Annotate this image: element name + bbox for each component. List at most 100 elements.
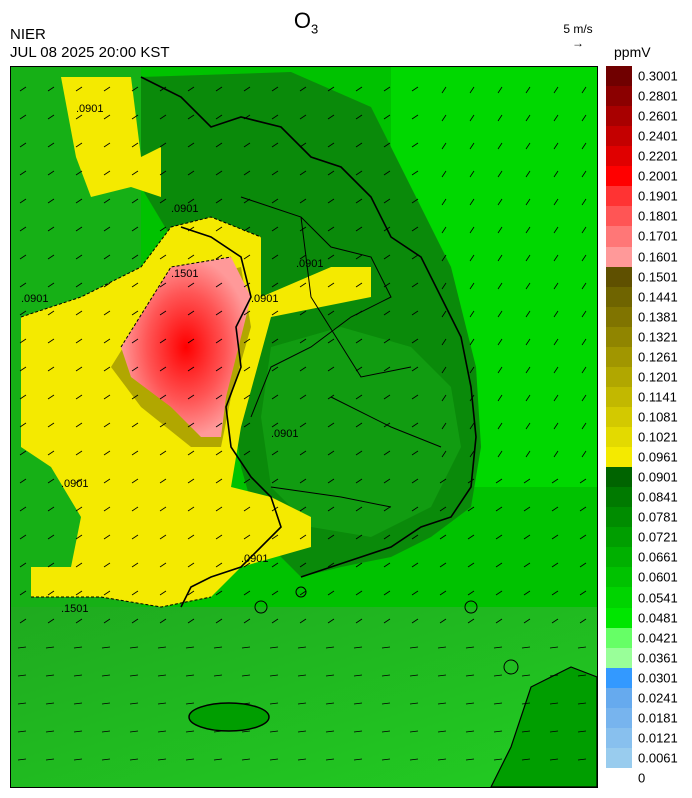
wind-arrow-icon: [159, 590, 167, 596]
wind-arrow-icon: [271, 394, 279, 400]
wind-arrow-icon: [215, 170, 223, 176]
wind-arrow-icon: [131, 86, 139, 92]
wind-arrow-icon: [103, 562, 111, 568]
colorbar-swatch: [606, 66, 632, 87]
colorbar-swatch: [606, 86, 632, 107]
wind-arrow-icon: [157, 702, 167, 705]
wind-arrow-icon: [439, 618, 447, 624]
colorbar-tick-label: 0.0541: [638, 590, 678, 605]
colorbar-swatch: [606, 386, 632, 408]
wind-arrow-icon: [549, 646, 559, 649]
wind-arrow-icon: [75, 254, 83, 260]
wind-arrow-icon: [383, 534, 391, 540]
wind-arrow-icon: [411, 394, 419, 400]
wind-arrow-icon: [553, 394, 559, 402]
wind-arrow-icon: [243, 254, 251, 260]
wind-arrow-icon: [297, 730, 307, 733]
wind-arrow-icon: [355, 534, 363, 540]
wind-arrow-icon: [409, 758, 419, 761]
wind-arrow-icon: [73, 758, 83, 761]
wind-arrow-icon: [187, 86, 195, 92]
wind-arrow-icon: [383, 394, 391, 400]
wind-arrow-icon: [213, 702, 223, 705]
wind-arrow-icon: [495, 506, 503, 512]
wind-arrow-icon: [19, 170, 27, 176]
wind-arrow-icon: [381, 758, 391, 761]
wind-arrow-icon: [465, 730, 475, 733]
wind-arrow-icon: [269, 758, 279, 761]
wind-arrow-icon: [47, 142, 55, 148]
wind-arrow-icon: [523, 618, 531, 624]
wind-arrow-icon: [159, 282, 167, 288]
wind-arrow-icon: [383, 562, 391, 568]
wind-arrow-icon: [75, 422, 83, 428]
wind-arrow-icon: [441, 310, 447, 318]
wind-arrow-icon: [581, 282, 587, 290]
wind-arrow-icon: [299, 590, 307, 596]
wind-arrow-icon: [549, 730, 559, 733]
colorbar-tick-label: 0.1381: [638, 309, 678, 325]
colorbar-swatch: [606, 467, 632, 488]
wind-arrow-icon: [269, 730, 279, 733]
wind-arrow-icon: [521, 674, 531, 677]
colorbar-tick-label: 0.1501: [638, 269, 678, 285]
wind-arrow-icon: [75, 142, 83, 148]
wind-arrow-icon: [327, 618, 335, 624]
wind-arrow-icon: [465, 646, 475, 649]
wind-arrow-icon: [243, 534, 251, 540]
wind-arrow-icon: [131, 506, 139, 512]
wind-arrow-icon: [131, 142, 139, 148]
ozone-map: .0901 .0901 .0901 .0901 .0901 .0901 .0901 .0901…: [10, 66, 598, 788]
wind-arrow-icon: [469, 142, 475, 150]
wind-arrow-icon: [441, 450, 447, 458]
wind-arrow-icon: [75, 562, 83, 568]
wind-arrow-icon: [383, 226, 391, 232]
wind-arrow-icon: [411, 618, 419, 624]
wind-arrow-icon: [493, 674, 503, 677]
wind-arrow-icon: [243, 198, 251, 204]
japan-coast: [490, 666, 597, 787]
wind-arrow-icon: [553, 338, 559, 346]
wind-arrow-icon: [185, 702, 195, 705]
wind-arrow-icon: [355, 590, 363, 596]
colorbar-tick-label: 0.0301: [638, 670, 678, 686]
wind-arrow-icon: [469, 450, 475, 458]
wind-arrow-icon: [271, 170, 279, 176]
wind-arrow-icon: [439, 534, 447, 540]
wind-arrow-icon: [131, 310, 139, 316]
wind-arrow-icon: [521, 646, 531, 649]
wind-arrow-icon: [469, 198, 475, 206]
wind-arrow-icon: [131, 534, 139, 540]
wind-arrow-icon: [411, 562, 419, 568]
contour-label: .0901: [21, 293, 49, 305]
wind-arrow-icon: [355, 338, 363, 344]
wind-arrow-icon: [525, 422, 531, 430]
wind-arrow-icon: [103, 198, 111, 204]
colorbar-swatch: [606, 266, 632, 288]
wind-arrow-icon: [497, 86, 503, 94]
wind-arrow-icon: [411, 226, 419, 232]
wind-arrow-icon: [19, 198, 27, 204]
hotspot-zone: [121, 257, 251, 437]
wind-arrow-icon: [437, 646, 447, 649]
wind-arrow-icon: [525, 170, 531, 178]
wind-arrow-icon: [243, 282, 251, 288]
wind-arrow-icon: [553, 170, 559, 178]
wind-arrow-icon: [577, 646, 587, 649]
wind-arrow-icon: [469, 170, 475, 178]
colorbar-swatch: [606, 747, 632, 769]
wind-arrow-icon: [103, 506, 111, 512]
wind-arrow-icon: [467, 562, 475, 568]
wind-arrow-icon: [271, 422, 279, 428]
wind-arrow-icon: [47, 478, 55, 484]
wind-arrow-icon: [411, 254, 419, 260]
wind-arrow-icon: [187, 506, 195, 512]
wind-arrow-icon: [383, 254, 391, 260]
wind-arrow-icon: [553, 198, 559, 206]
wind-arrow-icon: [241, 646, 251, 649]
wind-arrow-icon: [441, 142, 447, 150]
wind-arrow-icon: [103, 282, 111, 288]
wind-arrow-icon: [243, 114, 251, 120]
wind-arrow-icon: [103, 142, 111, 148]
wind-arrow-icon: [75, 450, 83, 456]
